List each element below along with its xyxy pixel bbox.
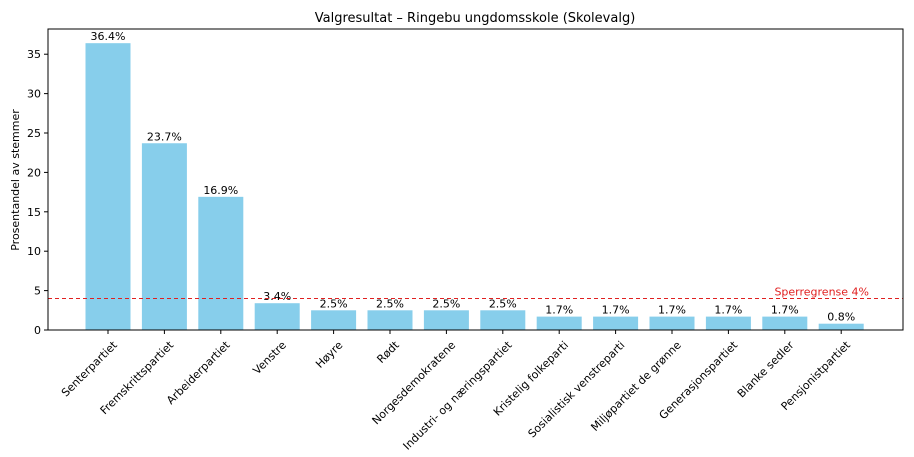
x-tick-label: Rødt: [374, 338, 402, 366]
x-tick-label: Industri- og næringspartiet: [401, 338, 515, 452]
data-label: 3.4%: [263, 290, 291, 303]
data-label: 16.9%: [203, 184, 238, 197]
bar: [480, 310, 526, 330]
data-label: 0.8%: [827, 311, 855, 324]
bar: [367, 310, 413, 330]
y-tick-label: 10: [27, 245, 41, 258]
bar: [762, 316, 808, 330]
bar: [254, 303, 300, 330]
data-label: 1.7%: [658, 304, 686, 317]
y-axis-label: Prosentandel av stemmer: [9, 109, 22, 251]
data-label: 2.5%: [376, 297, 404, 310]
data-label: 2.5%: [432, 297, 460, 310]
threshold-group: Sperregrense 4%: [48, 285, 903, 299]
x-tick-label: Venstre: [250, 338, 289, 377]
y-tick-label: 25: [27, 127, 41, 140]
bar: [536, 316, 582, 330]
data-label: 1.7%: [714, 304, 742, 317]
y-tick-label: 15: [27, 206, 41, 219]
data-label: 36.4%: [91, 30, 126, 43]
y-tick-label: 35: [27, 48, 41, 61]
bar: [311, 310, 357, 330]
y-tick-label: 30: [27, 88, 41, 101]
data-label: 1.7%: [771, 304, 799, 317]
bar: [649, 316, 695, 330]
bars-group: 36.4% 23.7% 16.9% 3.4% 2.5% 2.5% 2.5% 2.5% 1.7% 1…: [85, 30, 864, 330]
bar: [141, 143, 187, 330]
bar: [705, 316, 751, 330]
x-tick-label: Høyre: [313, 338, 345, 370]
data-label: 1.7%: [602, 304, 630, 317]
x-tick-label: Sosialistisk venstreparti: [526, 339, 628, 441]
x-tick-label: Senterpartiet: [59, 338, 120, 399]
data-label: 2.5%: [320, 297, 348, 310]
y-axis-ticks: 0 5 10 15 20 25 30 35: [27, 48, 48, 337]
data-label: 23.7%: [147, 130, 182, 143]
threshold-label: Sperregrense 4%: [774, 285, 869, 298]
x-tick-label: Blanke sedler: [735, 338, 797, 400]
chart-title: Valgresultat – Ringebu ungdomsskole (Sko…: [315, 11, 636, 26]
bar: [85, 43, 131, 330]
bar: [423, 310, 469, 330]
bar: [818, 323, 864, 330]
plot-frame: [47, 28, 904, 331]
y-tick-label: 5: [34, 285, 41, 298]
y-tick-label: 0: [34, 324, 41, 337]
bar: [198, 196, 244, 330]
y-tick-label: 20: [27, 166, 41, 179]
data-label: 2.5%: [489, 297, 517, 310]
bar: [593, 316, 639, 330]
x-axis-ticks: SenterpartietFremskrittspartietArbeiderp…: [59, 330, 853, 453]
data-label: 1.7%: [545, 304, 573, 317]
